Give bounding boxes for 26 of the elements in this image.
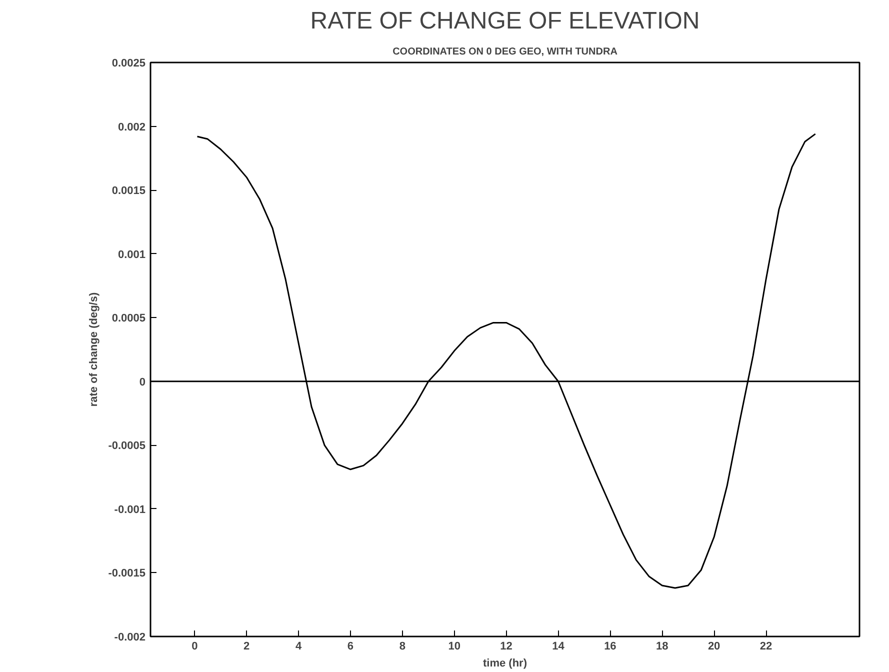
x-tick-label: 6 xyxy=(347,640,354,652)
x-tick-label: 2 xyxy=(244,640,250,652)
x-tick-label: 10 xyxy=(448,640,460,652)
x-axis-title: time (hr) xyxy=(483,658,528,670)
y-tick-label: 0.0005 xyxy=(112,312,146,325)
x-tick-label: 18 xyxy=(656,640,668,652)
y-tick-label: -0.0005 xyxy=(108,440,146,452)
y-tick-label: -0.001 xyxy=(114,504,146,516)
y-tick-label: 0.0025 xyxy=(112,58,146,70)
x-tick-label: 20 xyxy=(708,640,720,652)
x-tick-label: 22 xyxy=(760,640,772,652)
x-tick-label: 4 xyxy=(295,640,302,652)
chart-title: RATE OF CHANGE OF ELEVATION xyxy=(310,8,700,34)
y-tick-label: 0.001 xyxy=(118,248,146,261)
x-tick-label: 0 xyxy=(192,640,198,652)
y-tick-label: 0.0015 xyxy=(112,185,146,198)
x-tick-label: 8 xyxy=(399,640,406,652)
x-tick-label: 14 xyxy=(552,640,566,652)
x-tick-label: 16 xyxy=(604,640,616,652)
y-tick-label: 0.002 xyxy=(118,121,146,134)
y-tick-label: 0 xyxy=(139,376,146,388)
y-tick-label: -0.0015 xyxy=(108,568,146,580)
chart-subtitle: COORDINATES ON 0 DEG GEO, WITH TUNDRA xyxy=(392,46,618,58)
x-tick-label: 12 xyxy=(500,640,512,652)
y-tick-label: -0.002 xyxy=(114,632,146,644)
y-axis-title: rate of change (deg/s) xyxy=(88,292,100,407)
